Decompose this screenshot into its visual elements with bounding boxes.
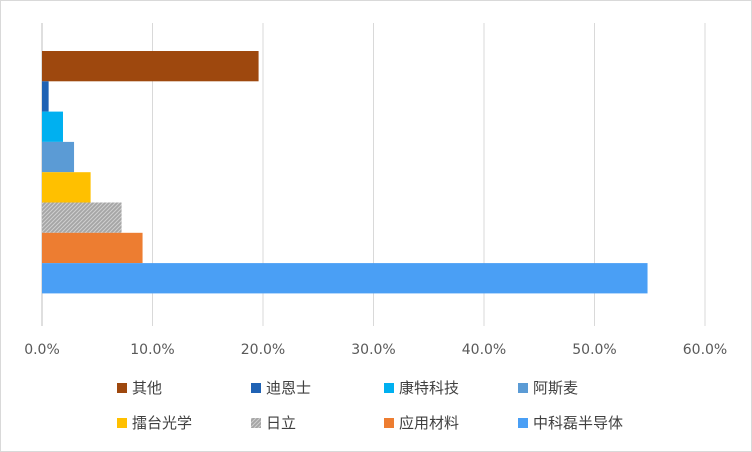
x-axis-ticks: 0.0% 10.0% 20.0% 30.0% 40.0% 50.0% 60.0% (24, 342, 727, 358)
bar-3 (42, 111, 63, 142)
legend-swatch (251, 383, 261, 393)
legend-label: 应用材料 (399, 414, 459, 432)
x-tick-label: 0.0% (24, 342, 60, 358)
bar-6 (42, 202, 122, 233)
legend-label: 中科磊半导体 (533, 414, 623, 432)
legend-label: 康特科技 (399, 379, 459, 397)
legend-swatch (384, 418, 394, 428)
legend-swatch (251, 418, 261, 428)
legend-swatch (117, 418, 127, 428)
x-tick-label: 10.0% (130, 342, 174, 358)
x-tick-label: 60.0% (683, 342, 727, 358)
bar-4 (42, 141, 75, 173)
bar-5 (42, 172, 91, 203)
bar-1 (42, 51, 259, 82)
legend-label: 迪恩士 (266, 379, 311, 397)
x-tick-label: 50.0% (572, 342, 616, 358)
legend-label: 阿斯麦 (533, 379, 578, 397)
x-tick-label: 20.0% (241, 342, 285, 358)
bar-2 (42, 81, 49, 112)
legend-label: 其他 (132, 379, 162, 397)
legend-swatch (117, 383, 127, 393)
bar-8 (42, 263, 648, 294)
bars (42, 51, 648, 294)
legend-label: 日立 (266, 414, 296, 432)
legend-swatch (384, 383, 394, 393)
legend-swatch (518, 383, 528, 393)
bar-7 (42, 232, 143, 264)
x-tick-label: 30.0% (351, 342, 395, 358)
legend-swatch (518, 418, 528, 428)
x-tick-label: 40.0% (462, 342, 506, 358)
legend-label: 擂台光学 (132, 414, 192, 432)
